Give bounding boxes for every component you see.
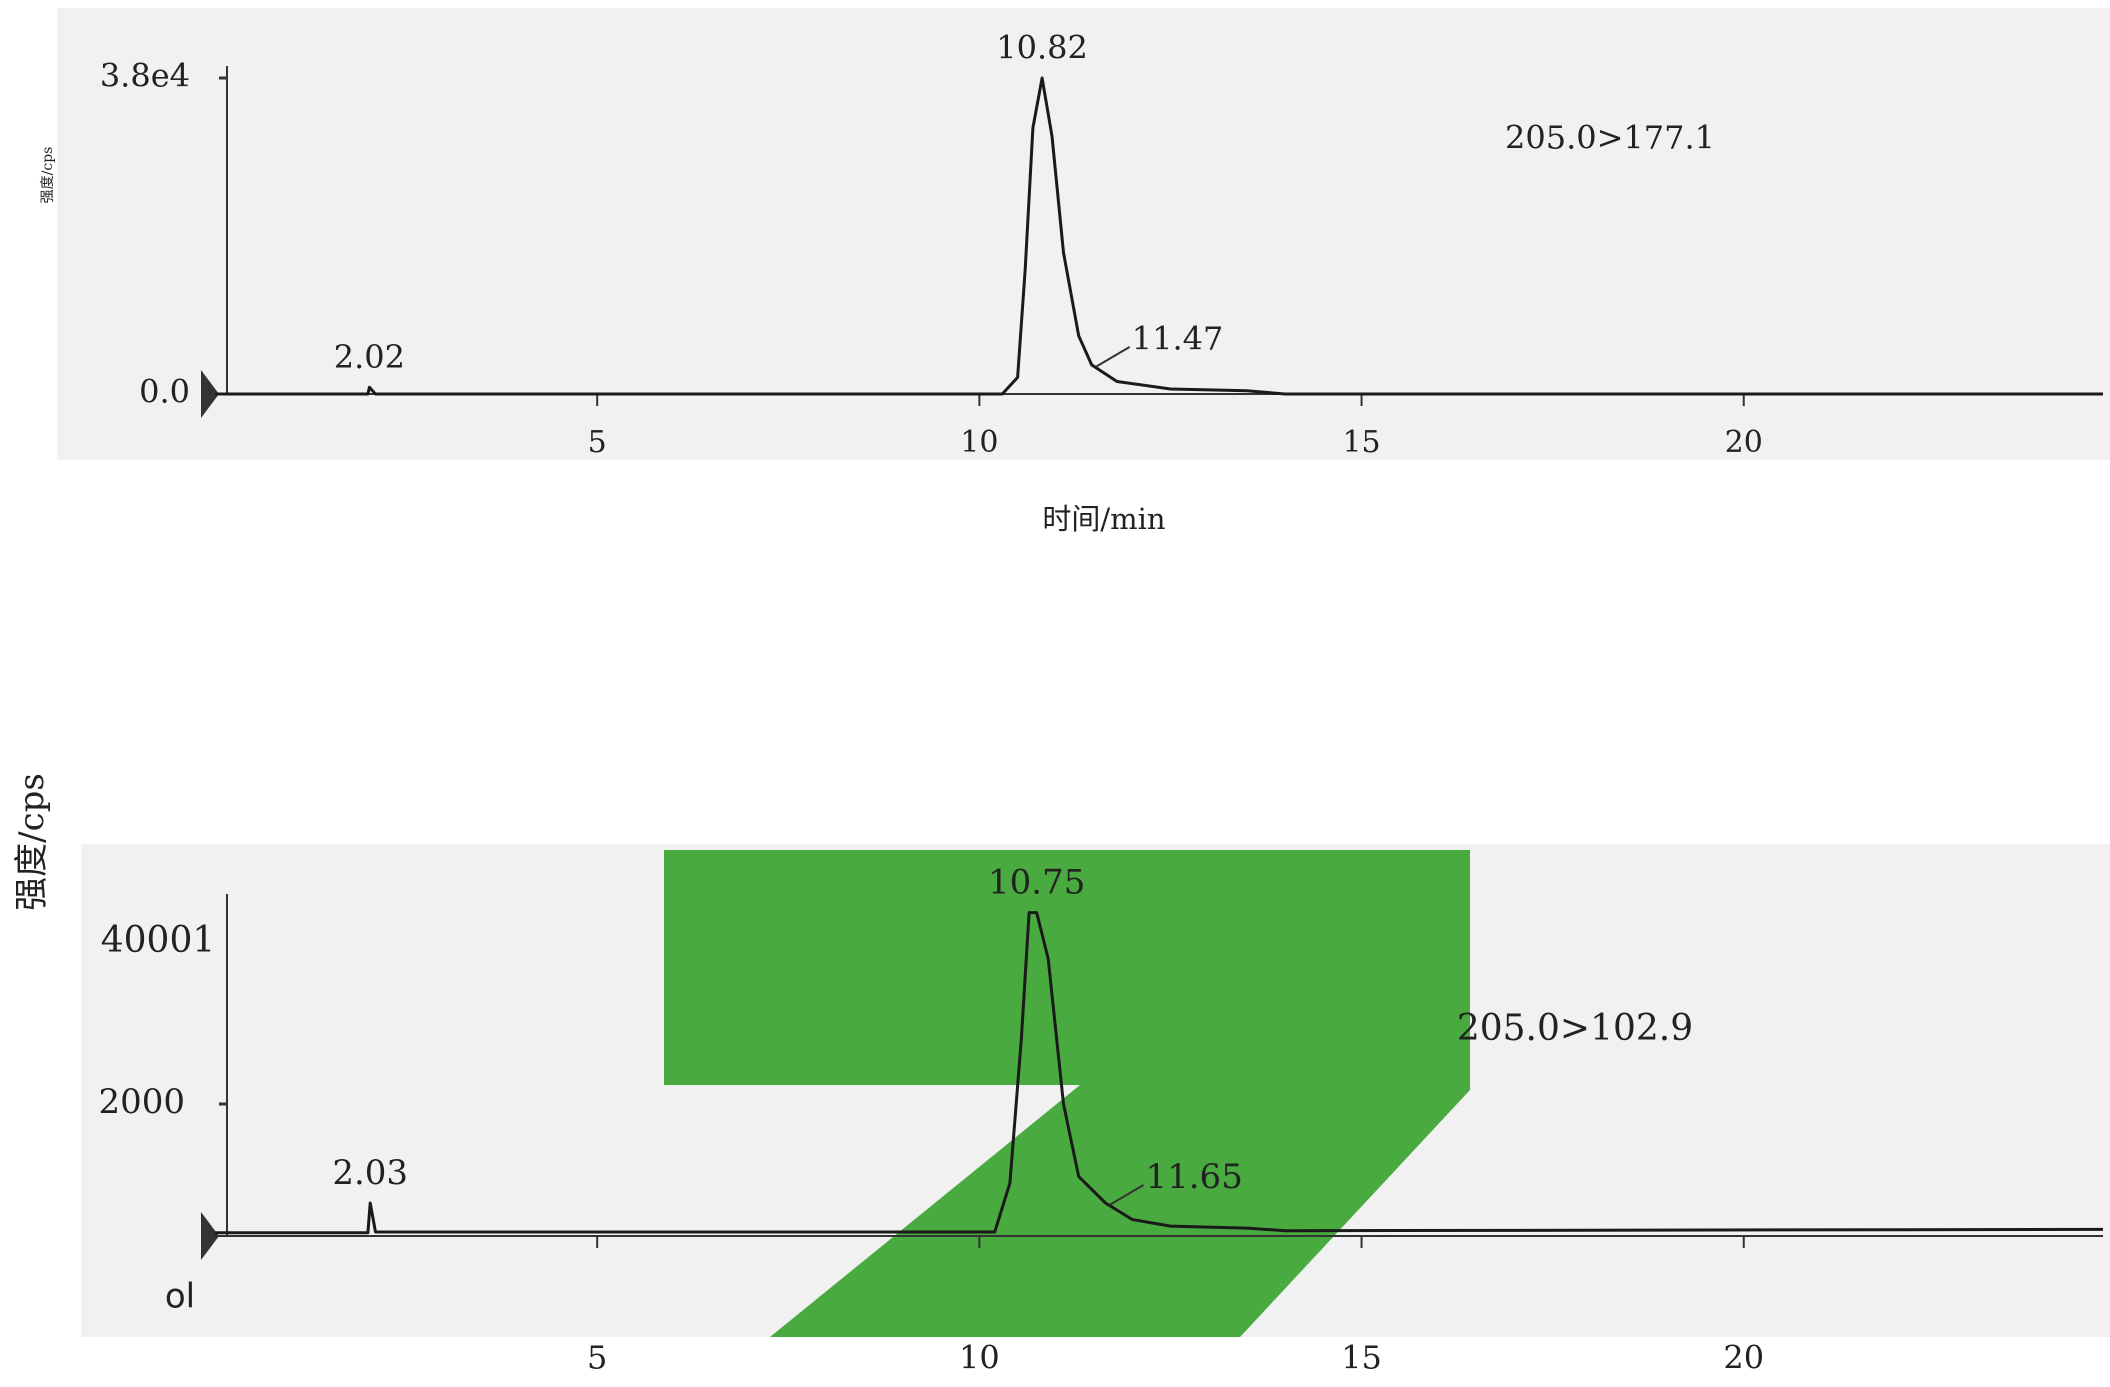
y-tick-label: 2000 [98,1082,185,1122]
panel-bg [57,8,2110,460]
x-tick-label: 15 [1342,425,1380,460]
trace [215,911,2104,1235]
transition-label: 205.0>102.9 [1457,1008,1693,1049]
x-tick-label: 20 [1725,425,1763,460]
x-tick-label: 15 [1341,1339,1382,1377]
x-tick-label: 5 [587,1339,607,1377]
transition-label: 205.0>177.1 [1505,119,1715,157]
x-tick-label: 5 [588,425,607,460]
peak-label: 10.75 [988,863,1085,903]
peak-label: 2.03 [332,1153,408,1193]
peak-label: 10.82 [996,29,1088,67]
x-tick-label: 10 [960,425,998,460]
x-tick-label: 20 [1723,1339,1764,1377]
axis-marker [201,370,219,418]
corner-note: ol [165,1277,195,1317]
trace [215,76,2103,396]
peak-label: 11.47 [1132,319,1224,357]
y-tick-label: 3.8e4 [100,57,190,95]
y-top-label: 40001 [101,920,216,961]
x-axis-title: 时间/min [1042,502,1165,536]
peak-leader [1108,1184,1145,1206]
peak-label: 11.65 [1145,1157,1242,1197]
x-tick-label: 10 [959,1339,1000,1377]
peak-leader [1095,346,1131,368]
y-tick-label: 0.0 [139,373,190,411]
peak-label: 2.02 [334,338,405,376]
axis-marker [201,1212,219,1260]
overlay-shape [664,850,1470,1337]
y-axis-title: 强度/cps [12,773,52,911]
y-axis-title: 强度/cps [40,147,56,204]
